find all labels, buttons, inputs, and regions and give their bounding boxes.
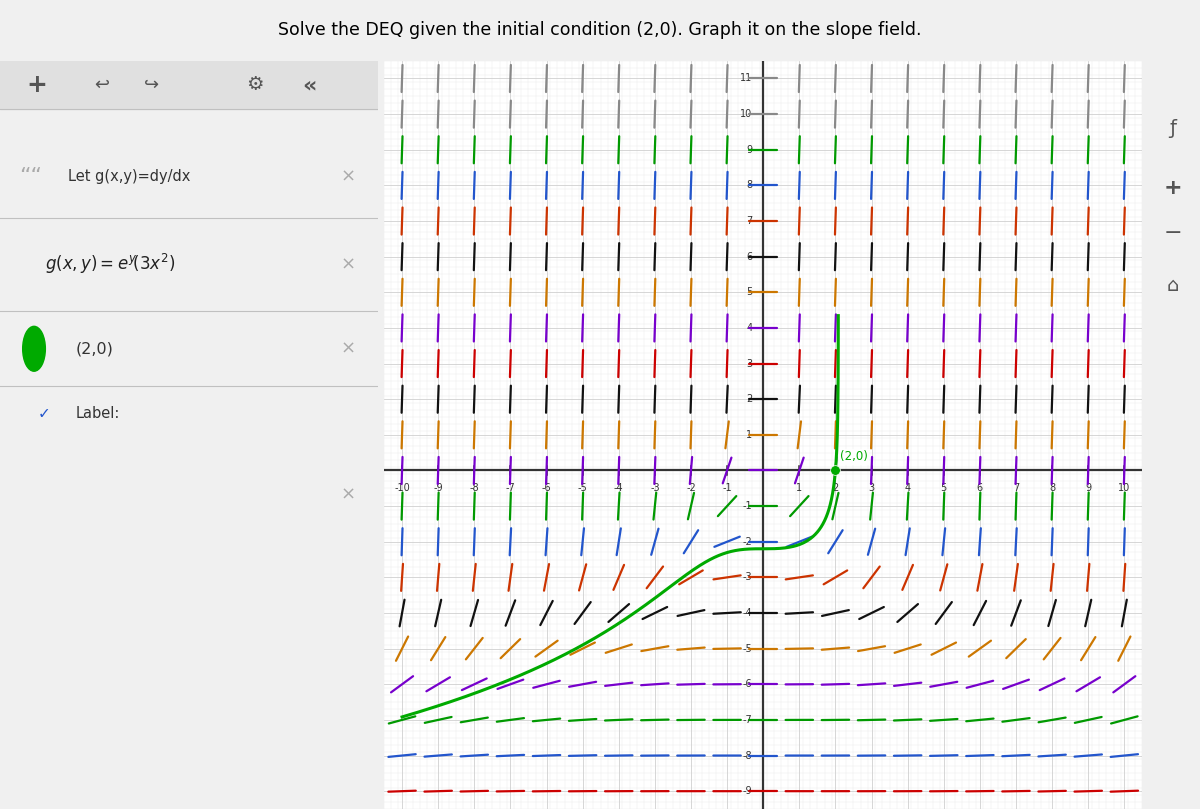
Text: 6: 6 bbox=[977, 483, 983, 493]
Text: -8: -8 bbox=[743, 751, 752, 760]
Bar bbox=[0, 61, 378, 109]
Text: -10: -10 bbox=[394, 483, 410, 493]
Text: 8: 8 bbox=[746, 180, 752, 190]
Text: ↪: ↪ bbox=[144, 76, 158, 94]
Text: ⌂: ⌂ bbox=[1166, 276, 1180, 294]
Text: -6: -6 bbox=[541, 483, 551, 493]
Text: -5: -5 bbox=[743, 644, 752, 654]
Text: 10: 10 bbox=[1118, 483, 1130, 493]
Text: 2: 2 bbox=[746, 394, 752, 404]
Text: ↩: ↩ bbox=[95, 76, 109, 94]
Text: -7: -7 bbox=[505, 483, 515, 493]
Text: -1: -1 bbox=[743, 501, 752, 511]
Text: 9: 9 bbox=[746, 145, 752, 155]
Text: 8: 8 bbox=[1049, 483, 1055, 493]
Text: 4: 4 bbox=[746, 323, 752, 333]
Text: 2: 2 bbox=[833, 483, 839, 493]
Text: 4: 4 bbox=[905, 483, 911, 493]
Text: -3: -3 bbox=[650, 483, 660, 493]
Text: 5: 5 bbox=[746, 287, 752, 297]
Text: ƒ: ƒ bbox=[1170, 119, 1176, 138]
Text: -2: -2 bbox=[686, 483, 696, 493]
Text: 1: 1 bbox=[746, 430, 752, 440]
Text: 9: 9 bbox=[1085, 483, 1091, 493]
Circle shape bbox=[23, 326, 46, 371]
Text: 3: 3 bbox=[869, 483, 875, 493]
Text: ×: × bbox=[341, 485, 355, 504]
Text: +: + bbox=[1164, 178, 1182, 198]
Text: ×: × bbox=[341, 340, 355, 358]
Text: 11: 11 bbox=[740, 74, 752, 83]
Text: (2,0): (2,0) bbox=[840, 451, 868, 464]
Text: -9: -9 bbox=[743, 786, 752, 796]
Text: -7: -7 bbox=[743, 715, 752, 725]
Text: 1: 1 bbox=[797, 483, 803, 493]
Text: −: − bbox=[1164, 222, 1182, 243]
Text: 3: 3 bbox=[746, 358, 752, 369]
Text: -6: -6 bbox=[743, 680, 752, 689]
Text: ⚙: ⚙ bbox=[246, 75, 263, 95]
Text: ×: × bbox=[341, 255, 355, 273]
Text: -3: -3 bbox=[743, 573, 752, 582]
Text: 7: 7 bbox=[1013, 483, 1019, 493]
Text: +: + bbox=[26, 73, 47, 97]
Text: ✓: ✓ bbox=[38, 406, 50, 421]
Text: -8: -8 bbox=[469, 483, 479, 493]
Text: 10: 10 bbox=[740, 109, 752, 119]
Text: 7: 7 bbox=[746, 216, 752, 226]
Text: ““: ““ bbox=[19, 167, 42, 187]
Text: ×: × bbox=[341, 167, 355, 185]
Text: 6: 6 bbox=[746, 252, 752, 261]
Text: -9: -9 bbox=[433, 483, 443, 493]
Text: -2: -2 bbox=[743, 536, 752, 547]
Text: «: « bbox=[302, 75, 317, 95]
Text: -1: -1 bbox=[722, 483, 732, 493]
Text: 5: 5 bbox=[941, 483, 947, 493]
Text: Let g(x,y)=dy/dx: Let g(x,y)=dy/dx bbox=[68, 169, 191, 184]
Text: Solve the DEQ given the initial condition (2,0). Graph it on the slope field.: Solve the DEQ given the initial conditio… bbox=[278, 21, 922, 40]
Text: $g(x,y) = e^y\!\left(3x^2\right)$: $g(x,y) = e^y\!\left(3x^2\right)$ bbox=[46, 252, 176, 276]
Text: -5: -5 bbox=[577, 483, 588, 493]
Text: Label:: Label: bbox=[76, 406, 120, 421]
Text: -4: -4 bbox=[743, 608, 752, 618]
Text: (2,0): (2,0) bbox=[76, 341, 114, 356]
Text: -4: -4 bbox=[614, 483, 624, 493]
